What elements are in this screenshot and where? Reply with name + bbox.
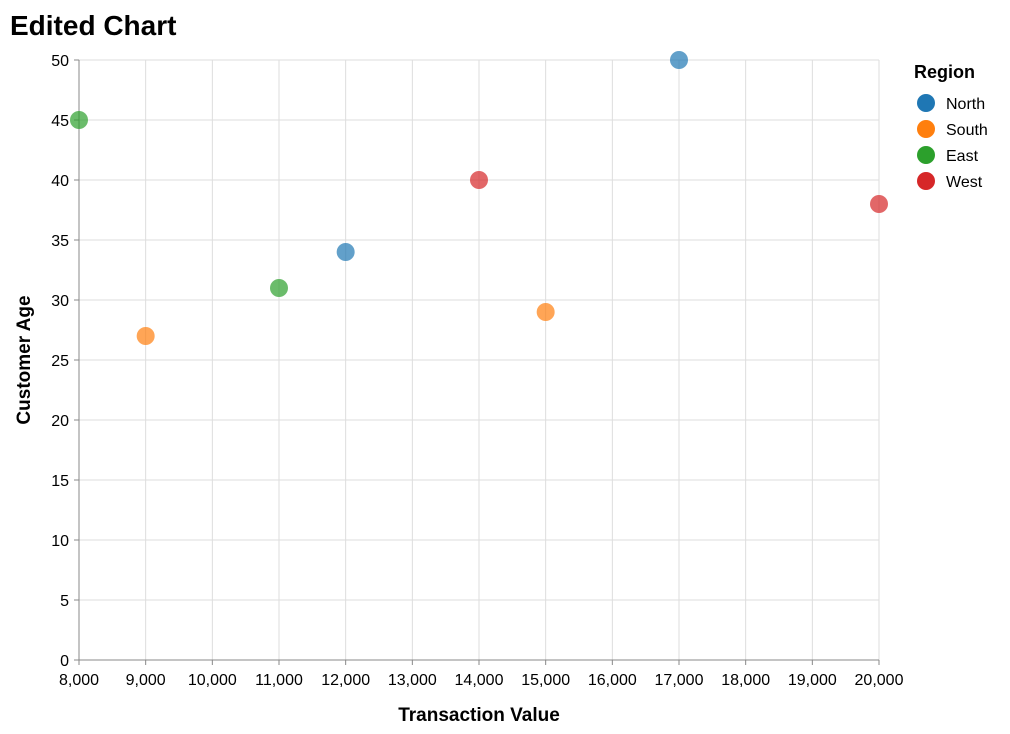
grid (78, 59, 880, 661)
y-tick-label: 35 (51, 233, 69, 250)
y-tick-label: 50 (51, 53, 69, 70)
legend-label-north: North (946, 96, 985, 113)
scatter-point-east (270, 279, 288, 297)
scatter-point-west (470, 171, 488, 189)
x-tick-label: 12,000 (321, 672, 370, 689)
y-tick-label: 20 (51, 413, 69, 430)
x-tick-label: 11,000 (255, 672, 303, 689)
x-tick-label: 20,000 (855, 672, 904, 689)
x-tick-label: 19,000 (788, 672, 837, 689)
y-tick-label: 45 (51, 113, 69, 130)
x-axis-title: Transaction Value (398, 705, 560, 726)
x-tick-label: 10,000 (188, 672, 237, 689)
legend-label-west: West (946, 174, 983, 191)
y-axis-title: Customer Age (14, 295, 35, 424)
legend-label-south: South (946, 122, 988, 139)
y-tick-label: 25 (51, 353, 69, 370)
legend-title: Region (914, 62, 975, 82)
y-tick-label: 15 (51, 473, 69, 490)
y-tick-label: 10 (51, 533, 69, 550)
legend-label-east: East (946, 148, 979, 165)
legend-symbol-west (917, 172, 935, 190)
x-tick-label: 9,000 (126, 672, 166, 689)
axes: 8,000 9,000 10,000 11,000 12,000 13,000 14,000… (51, 53, 903, 689)
y-tick-label: 40 (51, 173, 69, 190)
legend-symbol-south (917, 120, 935, 138)
scatter-point-north (670, 51, 688, 69)
y-tick-label: 0 (60, 653, 69, 670)
scatter-point-west (870, 195, 888, 213)
legend: Region North South East West (914, 62, 988, 191)
scatter-point-south (536, 303, 555, 321)
x-tick-label: 15,000 (521, 672, 570, 689)
scatter-point-south (136, 327, 155, 345)
scatter-point-east (70, 111, 88, 129)
x-tick-label: 14,000 (455, 672, 504, 689)
y-tick-label: 5 (60, 593, 69, 610)
y-tick-label: 30 (51, 293, 69, 310)
scatter-point-north (336, 243, 355, 261)
x-tick-label: 8,000 (59, 672, 99, 689)
data-points (70, 51, 888, 345)
legend-symbol-east (917, 146, 935, 164)
legend-symbol-north (917, 94, 935, 112)
x-tick-label: 13,000 (388, 672, 437, 689)
x-tick-label: 18,000 (721, 672, 770, 689)
x-tick-label: 17,000 (655, 672, 704, 689)
chart-title: Edited Chart (10, 10, 176, 41)
x-tick-label: 16,000 (588, 672, 637, 689)
